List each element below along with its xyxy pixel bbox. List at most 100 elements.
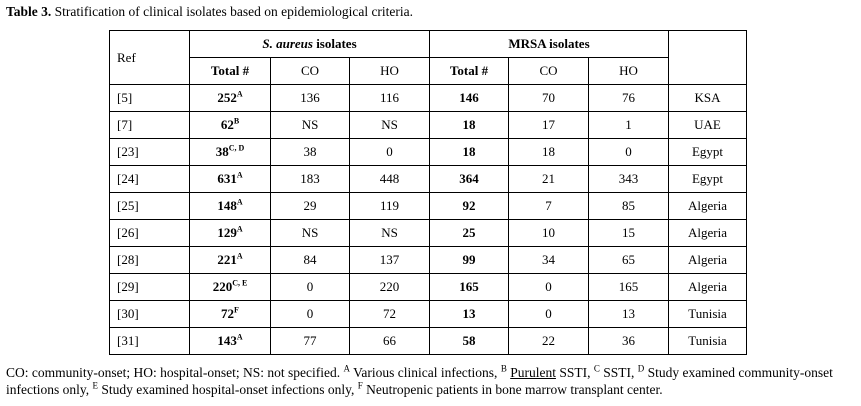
ref-header: Ref <box>109 30 190 85</box>
sa-total-cell-value: 631 <box>217 171 237 186</box>
ref-cell: [29] <box>109 273 190 301</box>
mrsa-total-cell: 92 <box>429 192 509 220</box>
country-cell: Tunisia <box>668 300 747 328</box>
table-row: [5] 252A 136 116 146 70 76 KSA <box>109 84 747 112</box>
table-row: [23] 38C, D 38 0 18 18 0 Egypt <box>109 138 747 166</box>
table-row: [26] 129A NS NS 25 10 15 Algeria <box>109 219 747 247</box>
mrsa-co-cell-value: 7 <box>545 198 552 213</box>
sa-ho-cell-value: 220 <box>379 279 400 294</box>
mrsa-co-cell: 10 <box>508 219 589 247</box>
mrsa-co-cell-value: 10 <box>542 225 555 240</box>
mrsa-total-cell-value: 92 <box>462 198 476 213</box>
country-cell: Algeria <box>668 219 747 247</box>
mrsa-co-cell-value: 70 <box>542 90 555 105</box>
country-cell-value: Algeria <box>688 225 727 240</box>
footnote-underlined: Purulent <box>510 365 556 380</box>
mrsa-ho-cell: 65 <box>588 246 669 274</box>
footnote-text-c: SSTI, <box>599 365 638 380</box>
mrsa-ho-cell: 0 <box>588 138 669 166</box>
mrsa-ho-cell: 13 <box>588 300 669 328</box>
footnote-mark-b: B <box>500 363 507 374</box>
ref-cell-value: [26] <box>117 225 139 240</box>
sa-ho-cell: 66 <box>349 327 430 355</box>
footnote-mark-a: A <box>343 363 350 374</box>
sa-co-cell-value: 29 <box>303 198 317 213</box>
mrsa-ho-cell-value: 165 <box>618 279 639 294</box>
footnote-mark-e: E <box>92 380 98 391</box>
mrsa-ho-cell: 36 <box>588 327 669 355</box>
mrsa-ho-cell: 165 <box>588 273 669 301</box>
mrsa-total-cell: 364 <box>429 165 509 193</box>
table-row: [29] 220C, E 0 220 165 0 165 Algeria <box>109 273 747 301</box>
sa-ho-cell-value: 66 <box>383 333 396 348</box>
sa-ho-cell: 0 <box>349 138 430 166</box>
mrsa-ho-cell: 343 <box>588 165 669 193</box>
mrsa-ho-cell-value: 0 <box>625 144 632 159</box>
country-cell: KSA <box>668 84 747 112</box>
footnote-marker: C, E <box>232 278 248 288</box>
sa-co-cell-value: 84 <box>303 252 317 267</box>
footnote-marker: A <box>236 170 243 180</box>
footnote-text-d: Study examined community-onset infection… <box>6 365 833 397</box>
sa-ho-cell: 220 <box>349 273 430 301</box>
sa-co-cell-value: 136 <box>300 90 320 105</box>
table-row: [31] 143A 77 66 58 22 36 Tunisia <box>109 327 747 355</box>
sa-co-cell: NS <box>270 111 350 139</box>
sa-co-cell: NS <box>270 219 350 247</box>
ref-cell: [24] <box>109 165 190 193</box>
mrsa-total-cell-value: 99 <box>462 252 476 267</box>
sa-total-cell-value: 129 <box>217 225 237 240</box>
country-cell: Egypt <box>668 138 747 166</box>
sa-ho-cell: 119 <box>349 192 430 220</box>
ref-cell-value: [29] <box>117 279 139 294</box>
table-caption: Table 3. Stratification of clinical isol… <box>6 4 413 20</box>
mrsa-ho-cell-value: 76 <box>622 90 635 105</box>
sa-co-cell: 0 <box>270 300 350 328</box>
mrsa-total-cell-value: 364 <box>459 171 479 186</box>
sa-co-cell-value: 0 <box>306 306 314 321</box>
mrsa-ho-cell-value: 85 <box>622 198 635 213</box>
ref-cell-value: [23] <box>117 144 139 159</box>
sa-co-cell: 0 <box>270 273 350 301</box>
ref-cell-value: [7] <box>117 117 133 132</box>
mrsa-co-cell: 70 <box>508 84 589 112</box>
mrsa-total-cell: 18 <box>429 111 509 139</box>
sa-co-cell-value: NS <box>301 117 319 132</box>
sa-ho-cell: NS <box>349 219 430 247</box>
footnote-marker: F <box>234 305 239 315</box>
sa-co-cell: 38 <box>270 138 350 166</box>
footnote-mark-c: C <box>593 363 600 374</box>
footnote-text-b: SSTI, <box>555 365 594 380</box>
mrsa-co-cell-value: 22 <box>542 333 555 348</box>
subheader-mrsa-ho: HO <box>588 57 669 85</box>
mrsa-total-cell: 18 <box>429 138 509 166</box>
sa-ho-cell-value: NS <box>381 117 398 132</box>
ref-cell: [26] <box>109 219 190 247</box>
sa-ho-cell: NS <box>349 111 430 139</box>
mrsa-ho-cell-value: 36 <box>622 333 635 348</box>
country-cell: Algeria <box>668 273 747 301</box>
sa-total-cell: 252A <box>189 84 271 112</box>
footnote-marker: A <box>236 332 243 342</box>
sa-co-cell: 29 <box>270 192 350 220</box>
country-cell-value: UAE <box>694 117 721 132</box>
ref-cell-value: [25] <box>117 198 139 213</box>
mrsa-co-cell-value: 0 <box>545 306 552 321</box>
subheader-sa-total: Total # <box>189 57 271 85</box>
sa-ho-cell-value: NS <box>381 225 398 240</box>
sa-total-cell-value: 38 <box>215 144 229 159</box>
country-cell: Algeria <box>668 192 747 220</box>
table-row: [24] 631A 183 448 364 21 343 Egypt <box>109 165 747 193</box>
subheader-sa-co: CO <box>270 57 350 85</box>
mrsa-total-cell: 13 <box>429 300 509 328</box>
mrsa-co-cell: 0 <box>508 273 589 301</box>
country-cell: Tunisia <box>668 327 747 355</box>
country-cell: UAE <box>668 111 747 139</box>
mrsa-ho-cell: 1 <box>588 111 669 139</box>
sa-total-cell: 72F <box>189 300 271 328</box>
saureus-suffix: isolates <box>312 36 357 51</box>
ref-cell: [30] <box>109 300 190 328</box>
mrsa-group-header: MRSA isolates <box>429 30 669 58</box>
mrsa-co-cell-value: 18 <box>542 144 555 159</box>
mrsa-total-cell-value: 18 <box>462 144 476 159</box>
